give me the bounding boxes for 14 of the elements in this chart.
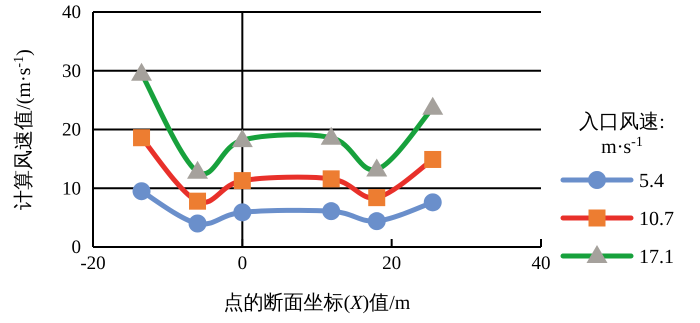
legend-label: 10.7 <box>639 208 674 230</box>
x-tick-label: 0 <box>238 253 248 274</box>
y-tick-label: 30 <box>62 60 81 82</box>
x-axis-title: 点的断面坐标(X)值/m <box>224 292 411 314</box>
x-tick-label: 40 <box>532 253 550 274</box>
y-tick-label: 40 <box>62 2 81 23</box>
legend-label: 17.1 <box>639 246 674 268</box>
x-tick-label: 20 <box>382 253 402 274</box>
y-tick-label: 20 <box>62 120 81 140</box>
y-tick-label: 0 <box>72 237 81 258</box>
legend-label: 5.4 <box>639 170 664 192</box>
x-tick-label: -20 <box>80 253 106 274</box>
legend-title: 入口风速: m·s$^{-1}$ <box>579 111 665 158</box>
y-tick-label: 10 <box>62 178 81 200</box>
